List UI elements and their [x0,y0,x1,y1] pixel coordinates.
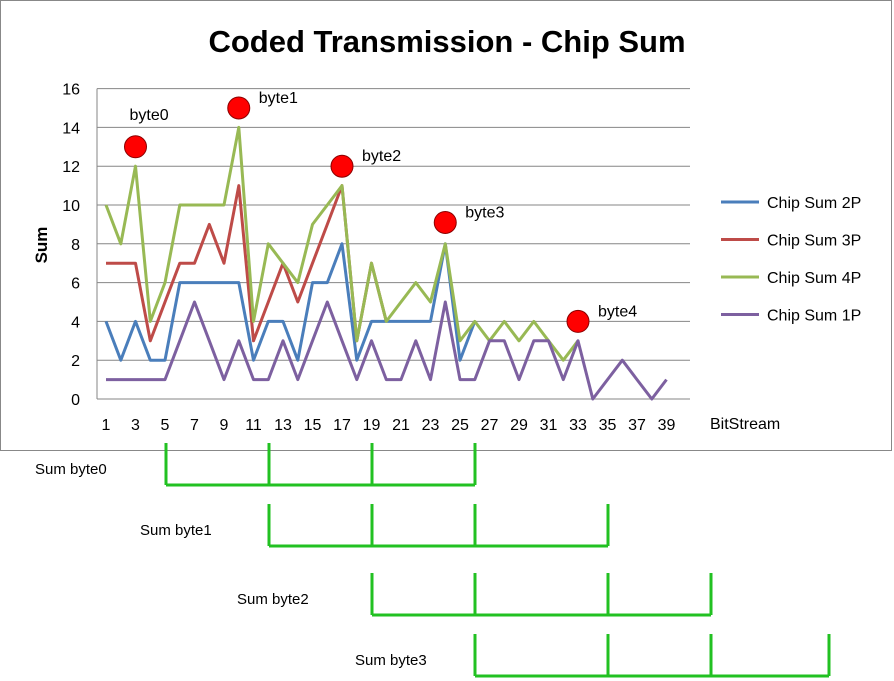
x-axis-label: BitStream [710,416,780,433]
y-tick-label: 2 [71,353,80,370]
series-line-chip-sum-1p [106,300,668,401]
legend-entry: Chip Sum 3P [767,233,861,250]
byte-marker-label: byte0 [130,107,169,124]
series-line-chip-sum-3p [106,184,388,343]
x-tick-label: 39 [658,417,676,434]
legend-entry: Chip Sum 2P [767,195,861,212]
x-tick-label: 13 [274,417,292,434]
y-axis-ticks: 0 2 4 6 8 10 12 14 16 [62,82,80,409]
x-tick-label: 15 [304,417,322,434]
legend-entry: Chip Sum 4P [767,270,861,287]
y-tick-label: 0 [71,392,80,409]
y-tick-label: 6 [71,276,80,293]
bracket-label: Sum byte2 [237,591,309,608]
byte-marker-dot [566,309,590,333]
byte-marker-dot [330,154,354,178]
chart-title: Coded Transmission - Chip Sum [208,24,685,59]
x-tick-label: 19 [363,417,381,434]
series-line-chip-sum-2p [104,242,477,362]
y-tick-label: 16 [62,82,80,99]
byte-marker-dot [124,135,147,159]
x-tick-label: 1 [102,417,111,434]
x-tick-label: 23 [422,417,440,434]
sum-brackets: Sum byte0 Sum byte1 Sum byte2 Sum byte3 [35,443,831,678]
x-tick-label: 3 [131,417,140,434]
x-axis-ticks: 1 3 5 7 9 11 13 15 17 19 21 23 25 27 29 31 33 35 37 39 [102,417,676,434]
bracket-label: Sum byte0 [35,461,107,478]
byte-markers: byte0 byte1 byte2 byte3 byte4 [124,90,637,333]
byte-marker-label: byte3 [465,204,504,221]
legend: Chip Sum 2P Chip Sum 3P Chip Sum 4P Chip Su… [721,195,861,325]
y-tick-label: 12 [62,159,80,176]
byte-marker-dot [433,210,457,234]
x-tick-label: 25 [451,417,469,434]
y-axis-label: Sum [32,227,51,264]
x-tick-label: 31 [540,417,558,434]
legend-entry: Chip Sum 1P [767,308,861,325]
x-tick-label: 27 [481,417,499,434]
byte-marker-dot [227,96,251,120]
byte-marker-label: byte2 [362,148,401,165]
grid-lines [96,88,690,400]
x-tick-label: 11 [245,417,262,434]
y-tick-label: 4 [71,314,80,331]
bracket-label: Sum byte3 [355,652,427,669]
bracket-label: Sum byte1 [140,522,212,539]
byte-marker-label: byte4 [598,303,637,320]
x-tick-label: 37 [628,417,646,434]
x-tick-label: 9 [220,417,229,434]
x-tick-label: 29 [510,417,528,434]
byte-marker-label: byte1 [259,90,298,107]
x-tick-label: 21 [392,417,410,434]
x-tick-label: 5 [161,417,170,434]
x-tick-label: 33 [569,417,587,434]
x-tick-label: 7 [190,417,199,434]
series-line-chip-sum-4p [104,125,580,362]
series-lines [104,125,668,401]
x-tick-label: 17 [333,417,351,434]
x-tick-label: 35 [599,417,617,434]
y-tick-label: 10 [62,198,80,215]
y-tick-label: 8 [71,237,80,254]
y-tick-label: 14 [62,120,80,137]
